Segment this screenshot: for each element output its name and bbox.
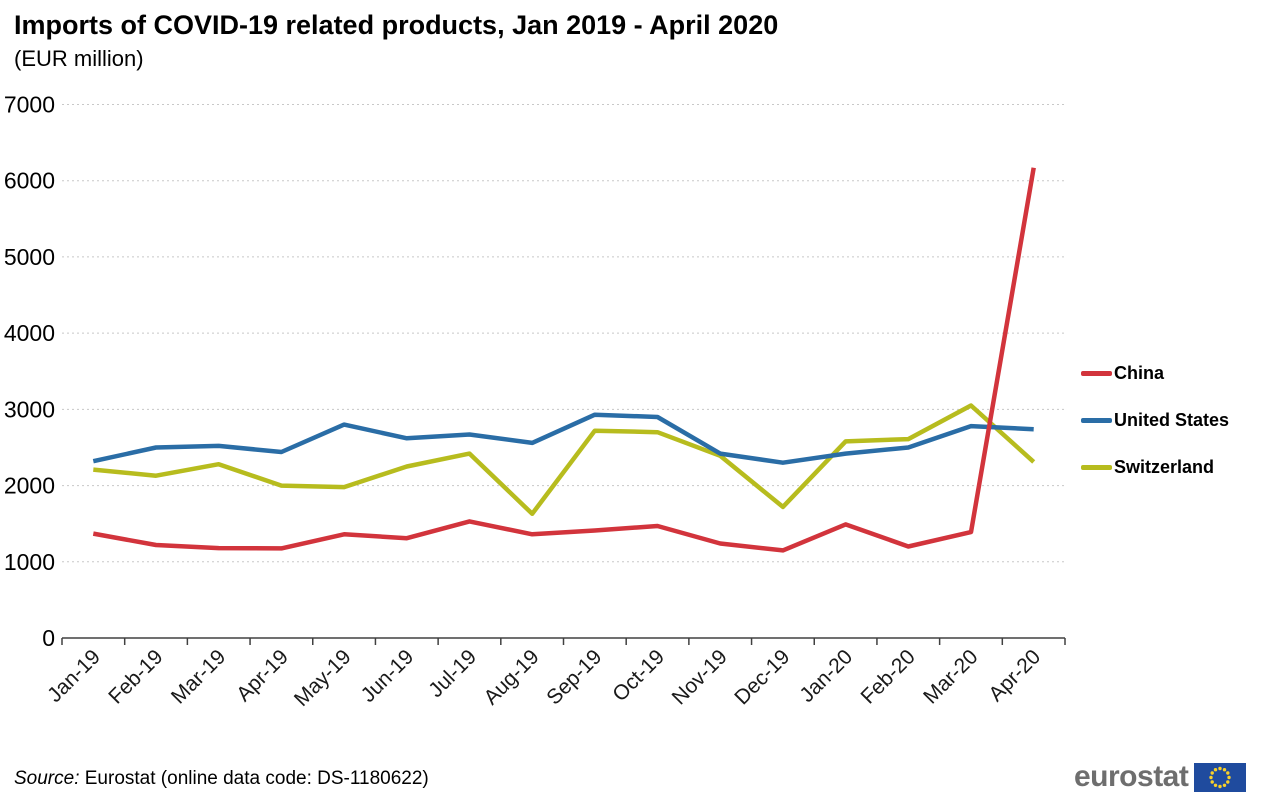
eu-flag-star <box>1209 775 1214 779</box>
legend-item-china: China <box>1081 350 1265 397</box>
x-tick-label: Feb-19 <box>104 645 167 708</box>
legend-label: Switzerland <box>1114 457 1215 477</box>
eu-flag-star <box>1214 767 1218 771</box>
legend-swatch <box>1081 465 1112 470</box>
y-tick-label: 0 <box>42 625 55 651</box>
x-tick-label: Nov-19 <box>668 645 732 709</box>
x-tick-label: Dec-19 <box>730 645 794 709</box>
x-tick-label: Mar-19 <box>167 645 230 708</box>
x-tick-label: Aug-19 <box>480 645 544 709</box>
eu-flag-star <box>1227 775 1232 779</box>
legend-item-switzerland: Switzerland <box>1081 444 1265 491</box>
y-tick-label: 1000 <box>4 549 55 575</box>
legend-label: United States <box>1114 410 1230 430</box>
y-tick-label: 4000 <box>4 320 55 346</box>
eu-flag-star <box>1210 779 1215 784</box>
chart-legend: China United States Switzerland <box>1081 350 1265 491</box>
y-tick-label: 5000 <box>4 244 55 270</box>
eu-flag-star <box>1214 783 1218 787</box>
x-tick-label: Apr-20 <box>984 645 1045 706</box>
chart-title: Imports of COVID-19 related products, Ja… <box>14 10 779 40</box>
x-tick-label: Jan-19 <box>43 645 105 707</box>
series-line-china <box>92 167 1036 553</box>
x-tick-label: Sep-19 <box>542 645 606 709</box>
y-tick-label: 6000 <box>4 168 55 194</box>
legend-label: China <box>1114 363 1165 383</box>
source-text: Eurostat (online data code: DS-1180622) <box>79 768 429 789</box>
x-tick-label: Oct-19 <box>608 645 669 706</box>
x-tick-label: Jan-20 <box>795 645 857 707</box>
legend-swatch <box>1081 418 1112 423</box>
eu-flag-star <box>1223 767 1227 771</box>
series-line-united-states <box>92 412 1034 465</box>
x-tick-label: Feb-20 <box>856 645 919 708</box>
legend-item-united-states: United States <box>1081 397 1265 444</box>
eurostat-logo-text: eurostat <box>1074 760 1189 793</box>
y-tick-label: 3000 <box>4 396 55 422</box>
eu-flag-star <box>1218 766 1223 770</box>
y-tick-label: 7000 <box>4 92 55 118</box>
x-tick-label: Jun-19 <box>357 645 419 707</box>
eu-flag-star <box>1226 770 1230 775</box>
eu-flag-star <box>1223 783 1227 787</box>
x-tick-label: Mar-20 <box>919 645 982 708</box>
eu-flag-star <box>1218 784 1223 788</box>
x-tick-label: May-19 <box>290 645 356 711</box>
eu-flag-icon <box>1194 762 1247 792</box>
x-tick-label: Jul-19 <box>424 645 481 702</box>
eu-flag-star <box>1210 770 1215 775</box>
source-note: Source: Eurostat (online data code: DS-1… <box>14 768 429 790</box>
eu-flag-star <box>1226 779 1230 784</box>
legend-swatch <box>1081 371 1112 376</box>
x-tick-label: Apr-19 <box>232 645 293 706</box>
chart-subtitle: (EUR million) <box>14 46 144 71</box>
series-line-switzerland <box>93 403 1036 517</box>
y-tick-label: 2000 <box>4 473 55 499</box>
eurostat-logo: eurostat <box>1074 760 1247 794</box>
source-prefix: Source: <box>14 768 80 789</box>
